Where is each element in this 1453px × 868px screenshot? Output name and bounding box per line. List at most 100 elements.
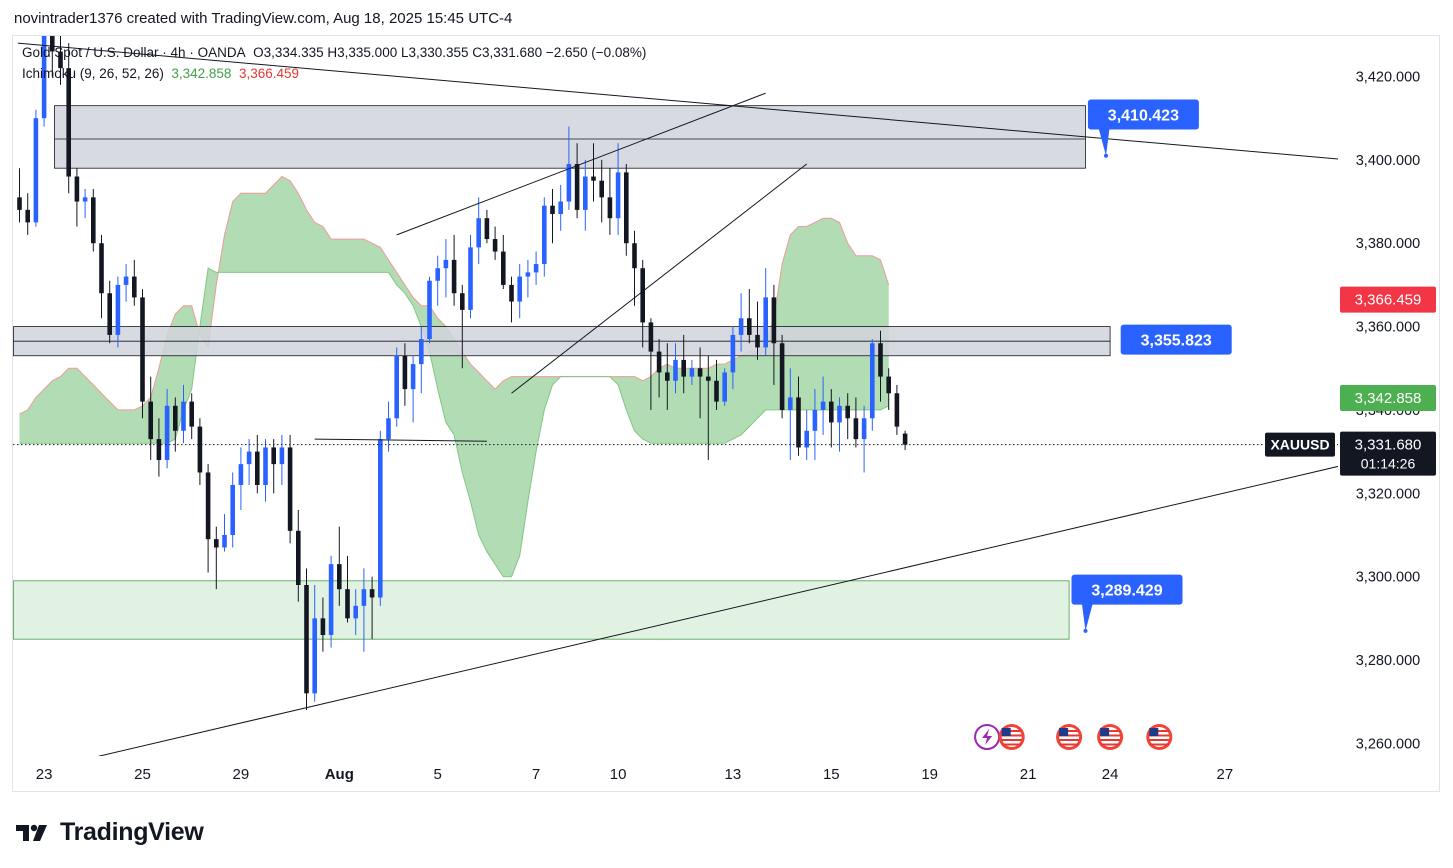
callout-box [1071,574,1183,605]
candle [304,568,309,711]
candle-body [648,322,654,352]
candle-body [706,376,711,381]
x-tick-label: 5 [434,766,442,783]
trendline-5 [314,438,487,442]
indicator-legend[interactable]: Ichimoku (9, 26, 52, 26) 3,342.858 3,366… [22,66,299,81]
candle [550,189,555,244]
price-callout[interactable]: 3,410.423 [1087,99,1199,158]
candle [33,109,39,227]
candle [427,276,432,344]
x-tick-label: 23 [36,766,53,783]
flag-canton [1100,728,1110,736]
candle [156,418,162,477]
candle [419,326,424,394]
candle-body [222,534,227,548]
candle-body [894,393,900,427]
candle [279,434,285,485]
candle-body [173,405,178,431]
candle [123,264,129,302]
indicator-params: (9, 26, 52, 26) [79,66,164,81]
tradingview-logo[interactable]: TradingView [14,818,204,847]
candle [50,36,55,77]
candle-body [804,430,809,448]
candle [74,168,80,227]
candle-body [197,426,203,473]
x-tick-label: 27 [1217,766,1234,783]
candle-body [320,618,326,636]
candle-body [361,589,367,606]
candle [82,189,88,219]
price-callout[interactable]: 3,289.429 [1071,574,1183,633]
candle-body [287,447,293,531]
candle [230,472,235,548]
price-callout[interactable]: 3,355.823 [1120,324,1232,355]
candle-body [542,205,547,265]
trendline-1 [17,42,1338,160]
candle-body [853,418,859,440]
indicator-name[interactable]: Ichimoku [22,66,77,81]
candle-body [632,243,637,269]
candle-body [738,318,744,335]
candle [812,389,818,460]
candle [410,355,416,423]
y-tick-label: 3,380.000 [1356,236,1421,252]
indicator-price-box [1340,286,1436,313]
x-tick-label: 25 [134,766,151,783]
candle-body [435,268,440,281]
candle [353,589,358,636]
candle-body [763,297,768,348]
us-flag-event-icon[interactable] [1097,724,1124,750]
candle-body [747,318,752,335]
candle-body [427,280,432,340]
candle-body [607,197,613,219]
candle-body [41,36,47,119]
candle-body [550,205,555,215]
candle [25,193,30,235]
candle-body [58,51,63,69]
candle-body [566,164,572,202]
candle [870,339,875,431]
candle-body [640,268,645,323]
symbol-legend[interactable]: Gold Spot / U.S. Dollar · 4h · OANDA O3,… [22,45,646,60]
x-tick-label: 24 [1102,766,1119,783]
candle [615,143,621,235]
flag-stripe [1149,730,1170,732]
candle [205,464,211,573]
candle [640,259,645,348]
flag-stripe [1001,743,1022,746]
candle-body [263,447,268,485]
x-tick-label: 29 [233,766,250,783]
candle-body [402,355,408,390]
candle [361,568,367,652]
candle [238,447,244,510]
lightning-event-icon[interactable] [974,724,1001,750]
us-flag-event-icon[interactable] [998,724,1025,750]
candle [164,389,170,469]
candle-body [279,447,285,465]
candle-body [164,405,170,460]
candle-body [820,401,826,410]
candle [492,226,498,260]
us-flag-event-icon[interactable] [1146,724,1173,750]
candle-body [386,418,391,440]
candle [820,376,826,435]
us-flag-event-icon[interactable] [1056,724,1083,750]
indicator-price-label: 3,366.459 [1340,286,1436,313]
senkou-span-b-line [19,267,889,578]
callout-label: 3,355.823 [1141,333,1212,350]
candle-body [246,451,252,465]
candle-body [378,439,383,598]
candle [722,368,727,406]
candle-body [599,180,604,198]
candle-body [591,176,596,181]
candle-body [878,343,883,377]
candle-body [66,68,71,177]
candle-body [148,401,153,440]
candle-body [796,397,801,448]
indicator-price-value: 3,366.459 [1355,292,1422,309]
candle [369,576,375,640]
candle-body [50,36,55,52]
candle-body [730,334,736,373]
symbol-name[interactable]: Gold Spot / U.S. Dollar · 4h · OANDA [22,45,246,60]
